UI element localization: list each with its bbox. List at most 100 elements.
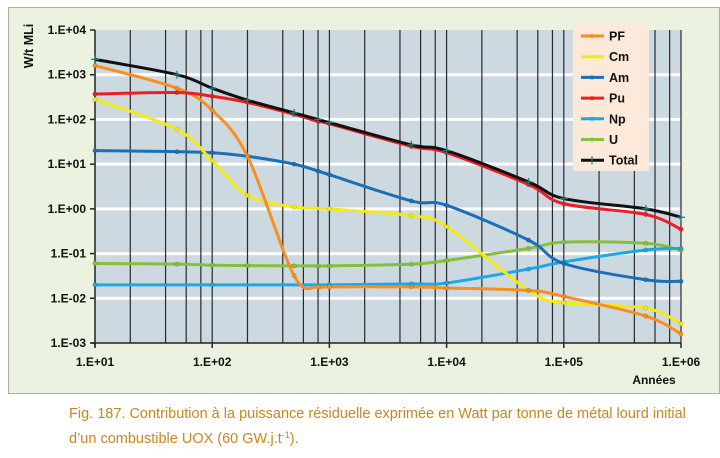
y-axis-label: W/t MLi	[22, 24, 36, 68]
data-point	[678, 321, 684, 327]
chart: 1.E+04 1.E+03 1.E+02 1.E+01 1.E+00 1.E-01 1.E-…	[22, 22, 701, 387]
data-point	[442, 146, 451, 155]
y-tick-label: 1.E-02	[51, 291, 87, 305]
data-point	[245, 263, 250, 268]
data-point	[643, 211, 649, 217]
y-tick-label: 1.E+02	[48, 112, 87, 126]
legend-item-pf: PF	[581, 30, 625, 44]
data-point	[444, 224, 450, 230]
y-tick-label: 1.E+04	[48, 23, 87, 37]
data-point	[209, 93, 215, 99]
data-point	[315, 263, 321, 269]
data-point	[208, 84, 217, 93]
legend-marker	[590, 137, 594, 142]
data-point	[643, 277, 649, 283]
data-point	[526, 287, 531, 293]
data-point	[291, 204, 297, 210]
data-point	[209, 158, 215, 164]
data-point	[526, 246, 531, 251]
data-point	[92, 261, 98, 266]
data-point	[526, 266, 531, 272]
y-tick-label: 1.E+01	[48, 157, 87, 171]
data-point	[326, 172, 332, 178]
data-point	[678, 278, 684, 284]
data-point	[172, 70, 181, 79]
data-point	[408, 284, 414, 290]
data-point	[245, 153, 250, 159]
legend-label: PF	[609, 30, 625, 44]
data-point	[315, 168, 321, 174]
data-point	[209, 282, 215, 288]
data-point	[291, 161, 297, 167]
data-point	[677, 213, 685, 222]
data-point	[174, 261, 180, 267]
legend-box	[573, 22, 649, 171]
x-tick-label: 1.E+02	[193, 355, 232, 369]
data-point	[678, 331, 684, 337]
legend-label: Am	[609, 71, 629, 85]
data-point	[325, 118, 334, 127]
data-point	[444, 202, 450, 208]
data-point	[291, 273, 297, 279]
data-point	[209, 150, 215, 156]
data-point	[408, 261, 414, 267]
data-point	[326, 263, 332, 269]
data-point	[315, 284, 321, 290]
legend-label: Total	[609, 154, 638, 168]
data-point	[444, 258, 450, 263]
data-point	[643, 313, 649, 319]
x-tick-label: 1.E+01	[76, 355, 115, 369]
x-tick-label: 1.E+05	[545, 355, 584, 369]
data-point	[326, 284, 332, 290]
series-total	[91, 55, 685, 222]
legend-item-u: U	[581, 133, 618, 147]
data-point	[643, 247, 649, 253]
data-point	[326, 206, 332, 212]
data-point	[209, 262, 215, 268]
data-point	[559, 194, 568, 203]
legend-marker	[590, 75, 594, 80]
data-point	[314, 115, 323, 124]
data-point	[444, 280, 450, 286]
y-tick-label: 1.E-03	[51, 336, 87, 350]
data-point	[243, 96, 252, 105]
data-point	[92, 148, 98, 154]
legend-label: Np	[609, 112, 626, 126]
data-point	[291, 263, 297, 269]
data-point	[174, 149, 180, 155]
data-point	[561, 293, 567, 299]
caption-text: Fig. 187. Contribution à la puissance ré…	[69, 406, 686, 447]
y-tick-label: 1.E+00	[48, 202, 87, 216]
legend-marker	[590, 34, 594, 38]
data-point	[92, 91, 98, 97]
data-point	[524, 177, 533, 186]
legend-item-np: Np	[581, 112, 626, 126]
data-point	[408, 213, 414, 219]
legend: PF Cm Am Pu Np U Total	[573, 22, 649, 171]
legend-label: Cm	[609, 50, 629, 64]
data-point	[209, 107, 215, 113]
data-point	[561, 239, 567, 245]
legend-item-total: Total	[581, 154, 638, 168]
x-tick-label: 1.E+06	[662, 355, 701, 369]
data-point	[561, 261, 567, 266]
data-point	[526, 237, 531, 243]
legend-marker	[590, 96, 594, 101]
data-point	[641, 204, 650, 213]
data-point	[408, 198, 414, 204]
caption-end: ).	[289, 431, 299, 447]
data-point	[174, 90, 180, 95]
series-line-np	[95, 246, 682, 287]
data-point	[678, 246, 684, 251]
series-line-cm	[94, 98, 682, 326]
caption-superscript: -1	[281, 430, 290, 440]
data-point	[92, 282, 98, 288]
legend-item-am: Am	[581, 71, 629, 85]
series-pf	[92, 63, 684, 337]
x-tick-label: 1.E+03	[310, 355, 349, 369]
y-tick-label: 1.E+03	[48, 68, 87, 82]
x-tick-label: 1.E+04	[427, 355, 466, 369]
data-point	[174, 126, 180, 132]
data-point	[174, 85, 180, 91]
legend-item-pu: Pu	[581, 92, 625, 106]
